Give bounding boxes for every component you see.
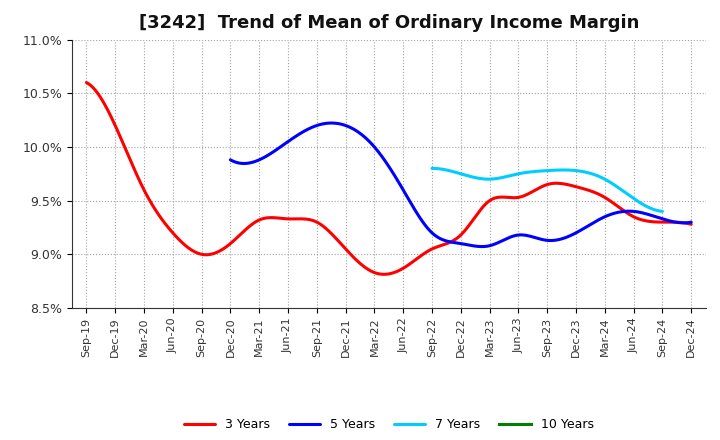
3 Years <box>373 271 382 276</box>
Line: 5 Years: 5 Years <box>230 123 691 246</box>
7 Years <box>658 209 667 214</box>
5 Years <box>327 121 336 126</box>
3 Years <box>410 257 419 263</box>
5 Years <box>226 157 235 162</box>
5 Years <box>449 240 457 245</box>
3 Years <box>369 270 378 275</box>
3 Years <box>687 222 696 227</box>
5 Years <box>446 239 454 245</box>
7 Years <box>428 166 437 171</box>
3 Years <box>444 241 452 246</box>
5 Years <box>687 220 696 225</box>
5 Years <box>502 236 510 242</box>
7 Years <box>539 168 548 173</box>
7 Years <box>653 208 662 213</box>
7 Years <box>565 168 574 173</box>
5 Years <box>477 244 486 249</box>
7 Years <box>538 168 546 173</box>
5 Years <box>477 244 485 249</box>
7 Years <box>553 168 562 173</box>
7 Years <box>617 187 626 192</box>
3 Years <box>673 220 682 225</box>
7 Years <box>428 166 436 171</box>
5 Years <box>678 220 686 225</box>
Line: 3 Years: 3 Years <box>86 83 691 274</box>
3 Years <box>579 186 588 191</box>
Title: [3242]  Trend of Mean of Ordinary Income Margin: [3242] Trend of Mean of Ordinary Income … <box>139 15 639 33</box>
3 Years <box>379 271 387 277</box>
Line: 7 Years: 7 Years <box>432 169 662 211</box>
5 Years <box>606 212 614 217</box>
3 Years <box>82 80 91 85</box>
Legend: 3 Years, 5 Years, 7 Years, 10 Years: 3 Years, 5 Years, 7 Years, 10 Years <box>179 413 598 436</box>
